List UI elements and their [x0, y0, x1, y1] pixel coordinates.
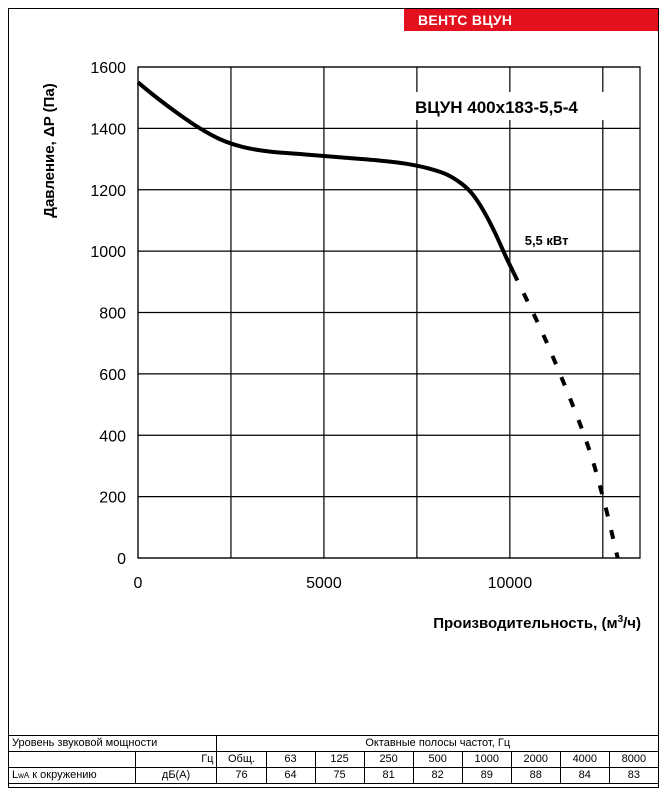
- row-label-main: L: [12, 769, 19, 781]
- x-axis-label-tail: /ч): [623, 615, 641, 632]
- table-cell: 81: [363, 767, 414, 784]
- chart-title: ВЦУН 400x183-5,5-4: [415, 98, 578, 117]
- y-tick-label: 1200: [90, 183, 126, 200]
- table-unit-hz: Гц: [134, 751, 218, 768]
- row-label-sub: wA: [18, 771, 30, 780]
- table-header-right: Октавные полосы частот, Гц: [216, 735, 659, 752]
- table-cell: Общ.: [216, 751, 267, 768]
- table-cell: 82: [412, 767, 463, 784]
- extrapolated-curve: [511, 271, 620, 559]
- table-cell: 63: [265, 751, 316, 768]
- table-cell: 75: [314, 767, 365, 784]
- table-values-row: LwA к окружению дБ(А) 76 64 75 81 82 89 …: [8, 767, 660, 784]
- y-tick-label: 600: [99, 367, 126, 384]
- table-cell: 64: [265, 767, 316, 784]
- table-cell: 83: [608, 767, 660, 784]
- sound-power-table: Уровень звуковой мощности Октавные полос…: [7, 735, 660, 784]
- x-axis-label-main: Производительность, (м: [433, 615, 617, 632]
- table-unit-dba: дБ(А): [134, 767, 218, 784]
- table-cell: 4000: [559, 751, 610, 768]
- y-tick-label: 400: [99, 428, 126, 445]
- table-cell: 89: [461, 767, 512, 784]
- x-axis-label-sup: 3: [618, 614, 624, 625]
- table-cell: 125: [314, 751, 365, 768]
- table-cell: 500: [412, 751, 463, 768]
- table-header-left: Уровень звуковой мощности: [7, 735, 218, 752]
- page-frame: [8, 8, 659, 788]
- y-tick-label: 0: [117, 551, 126, 568]
- table-cell: 84: [559, 767, 610, 784]
- table-cell-empty: [8, 751, 136, 768]
- brand-badge: ВЕНТС ВЦУН: [404, 9, 658, 31]
- y-tick-label: 1000: [90, 244, 126, 261]
- tick-labels: 0 200 400 600 800 1000 1200 1400 1600 0 5000 10000: [90, 60, 532, 592]
- row-label-tail: к окружению: [29, 769, 97, 781]
- table-cell: 88: [510, 767, 561, 784]
- chart-title-box: [405, 92, 639, 120]
- table-cell: 2000: [510, 751, 561, 768]
- y-axis-label: Давление, ΔP (Па): [41, 83, 58, 217]
- table-header-row: Уровень звуковой мощности Октавные полос…: [7, 735, 659, 752]
- table-row-label: LwA к окружению: [8, 767, 136, 784]
- y-tick-label: 200: [99, 490, 126, 507]
- grid: [137, 66, 641, 559]
- x-tick-label: 0: [134, 575, 143, 592]
- table-cell: 76: [216, 767, 267, 784]
- x-tick-label: 5000: [306, 575, 342, 592]
- y-tick-label: 1600: [90, 60, 126, 77]
- power-label-box: [520, 230, 597, 250]
- table-cell: 1000: [461, 751, 512, 768]
- x-tick-label: 10000: [488, 575, 533, 592]
- table-cell: 250: [363, 751, 414, 768]
- power-label: 5,5 кВт: [525, 233, 569, 248]
- y-tick-label: 1400: [90, 121, 126, 138]
- x-axis-label: Производительность, (м3/ч): [433, 614, 641, 632]
- table-cell: 8000: [608, 751, 660, 768]
- series: [136, 80, 620, 559]
- pressure-curve: [136, 80, 516, 274]
- y-tick-label: 800: [99, 306, 126, 323]
- table-freq-row: Гц Общ. 63 125 250 500 1000 2000 4000 80…: [8, 751, 660, 768]
